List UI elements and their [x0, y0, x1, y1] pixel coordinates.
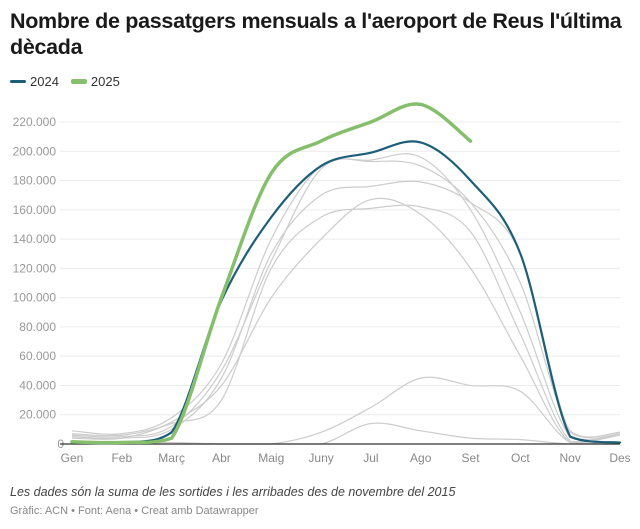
- x-tick-label: Ago: [410, 451, 432, 465]
- x-tick-label: Oct: [511, 451, 530, 465]
- x-tick-label: Set: [462, 451, 481, 465]
- y-tick-label: 220.000: [13, 115, 57, 129]
- legend: 2024 2025: [10, 74, 120, 89]
- legend-label-2025: 2025: [90, 74, 120, 89]
- chart-title: Nombre de passatgers mensuals a l'aeropo…: [10, 9, 622, 59]
- series-line-past-year: [71, 180, 621, 440]
- series-line-2024: [70, 140, 622, 445]
- y-tick-label: 60.000: [19, 349, 56, 363]
- y-tick-label: 40.000: [19, 378, 56, 392]
- series-line-past-year: [71, 204, 621, 443]
- legend-swatch-2025: [70, 79, 87, 84]
- series-line-2025: [70, 102, 473, 445]
- chart-source: Gràfic: ACN • Font: Aena • Creat amb Dat…: [10, 505, 259, 517]
- y-tick-label: 80.000: [19, 320, 56, 334]
- x-tick-label: Abr: [212, 451, 231, 465]
- chart-note: Les dades són la suma de les sortides i …: [10, 485, 456, 499]
- series-line-past-year: [71, 153, 621, 440]
- legend-label-2024: 2024: [30, 74, 59, 89]
- series-line-past-year: [71, 197, 621, 444]
- y-tick-label: 100.000: [13, 291, 57, 305]
- x-tick-label: Març: [158, 451, 185, 465]
- x-tick-label: Gen: [61, 451, 84, 465]
- series-line-past-year: [72, 422, 620, 445]
- x-tick-label: Des: [609, 451, 630, 465]
- y-tick-label: 180.000: [13, 174, 57, 188]
- x-tick-label: Jul: [363, 451, 378, 465]
- legend-swatch-2024: [10, 80, 26, 83]
- x-tick-label: Nov: [560, 451, 581, 465]
- legend-item-2024: 2024: [10, 74, 59, 89]
- x-tick-label: Maig: [258, 451, 284, 465]
- y-tick-label: 120.000: [13, 261, 57, 275]
- line-chart: 020.00040.00060.00080.000100.000120.0001…: [13, 102, 631, 465]
- y-tick-label: 140.000: [13, 232, 57, 246]
- legend-item-2025: 2025: [70, 74, 120, 89]
- y-tick-label: 20.000: [19, 408, 56, 422]
- x-tick-label: Feb: [111, 451, 132, 465]
- y-tick-label: 160.000: [13, 203, 57, 217]
- y-tick-label: 200.000: [13, 144, 57, 158]
- x-tick-label: Juny: [308, 451, 333, 465]
